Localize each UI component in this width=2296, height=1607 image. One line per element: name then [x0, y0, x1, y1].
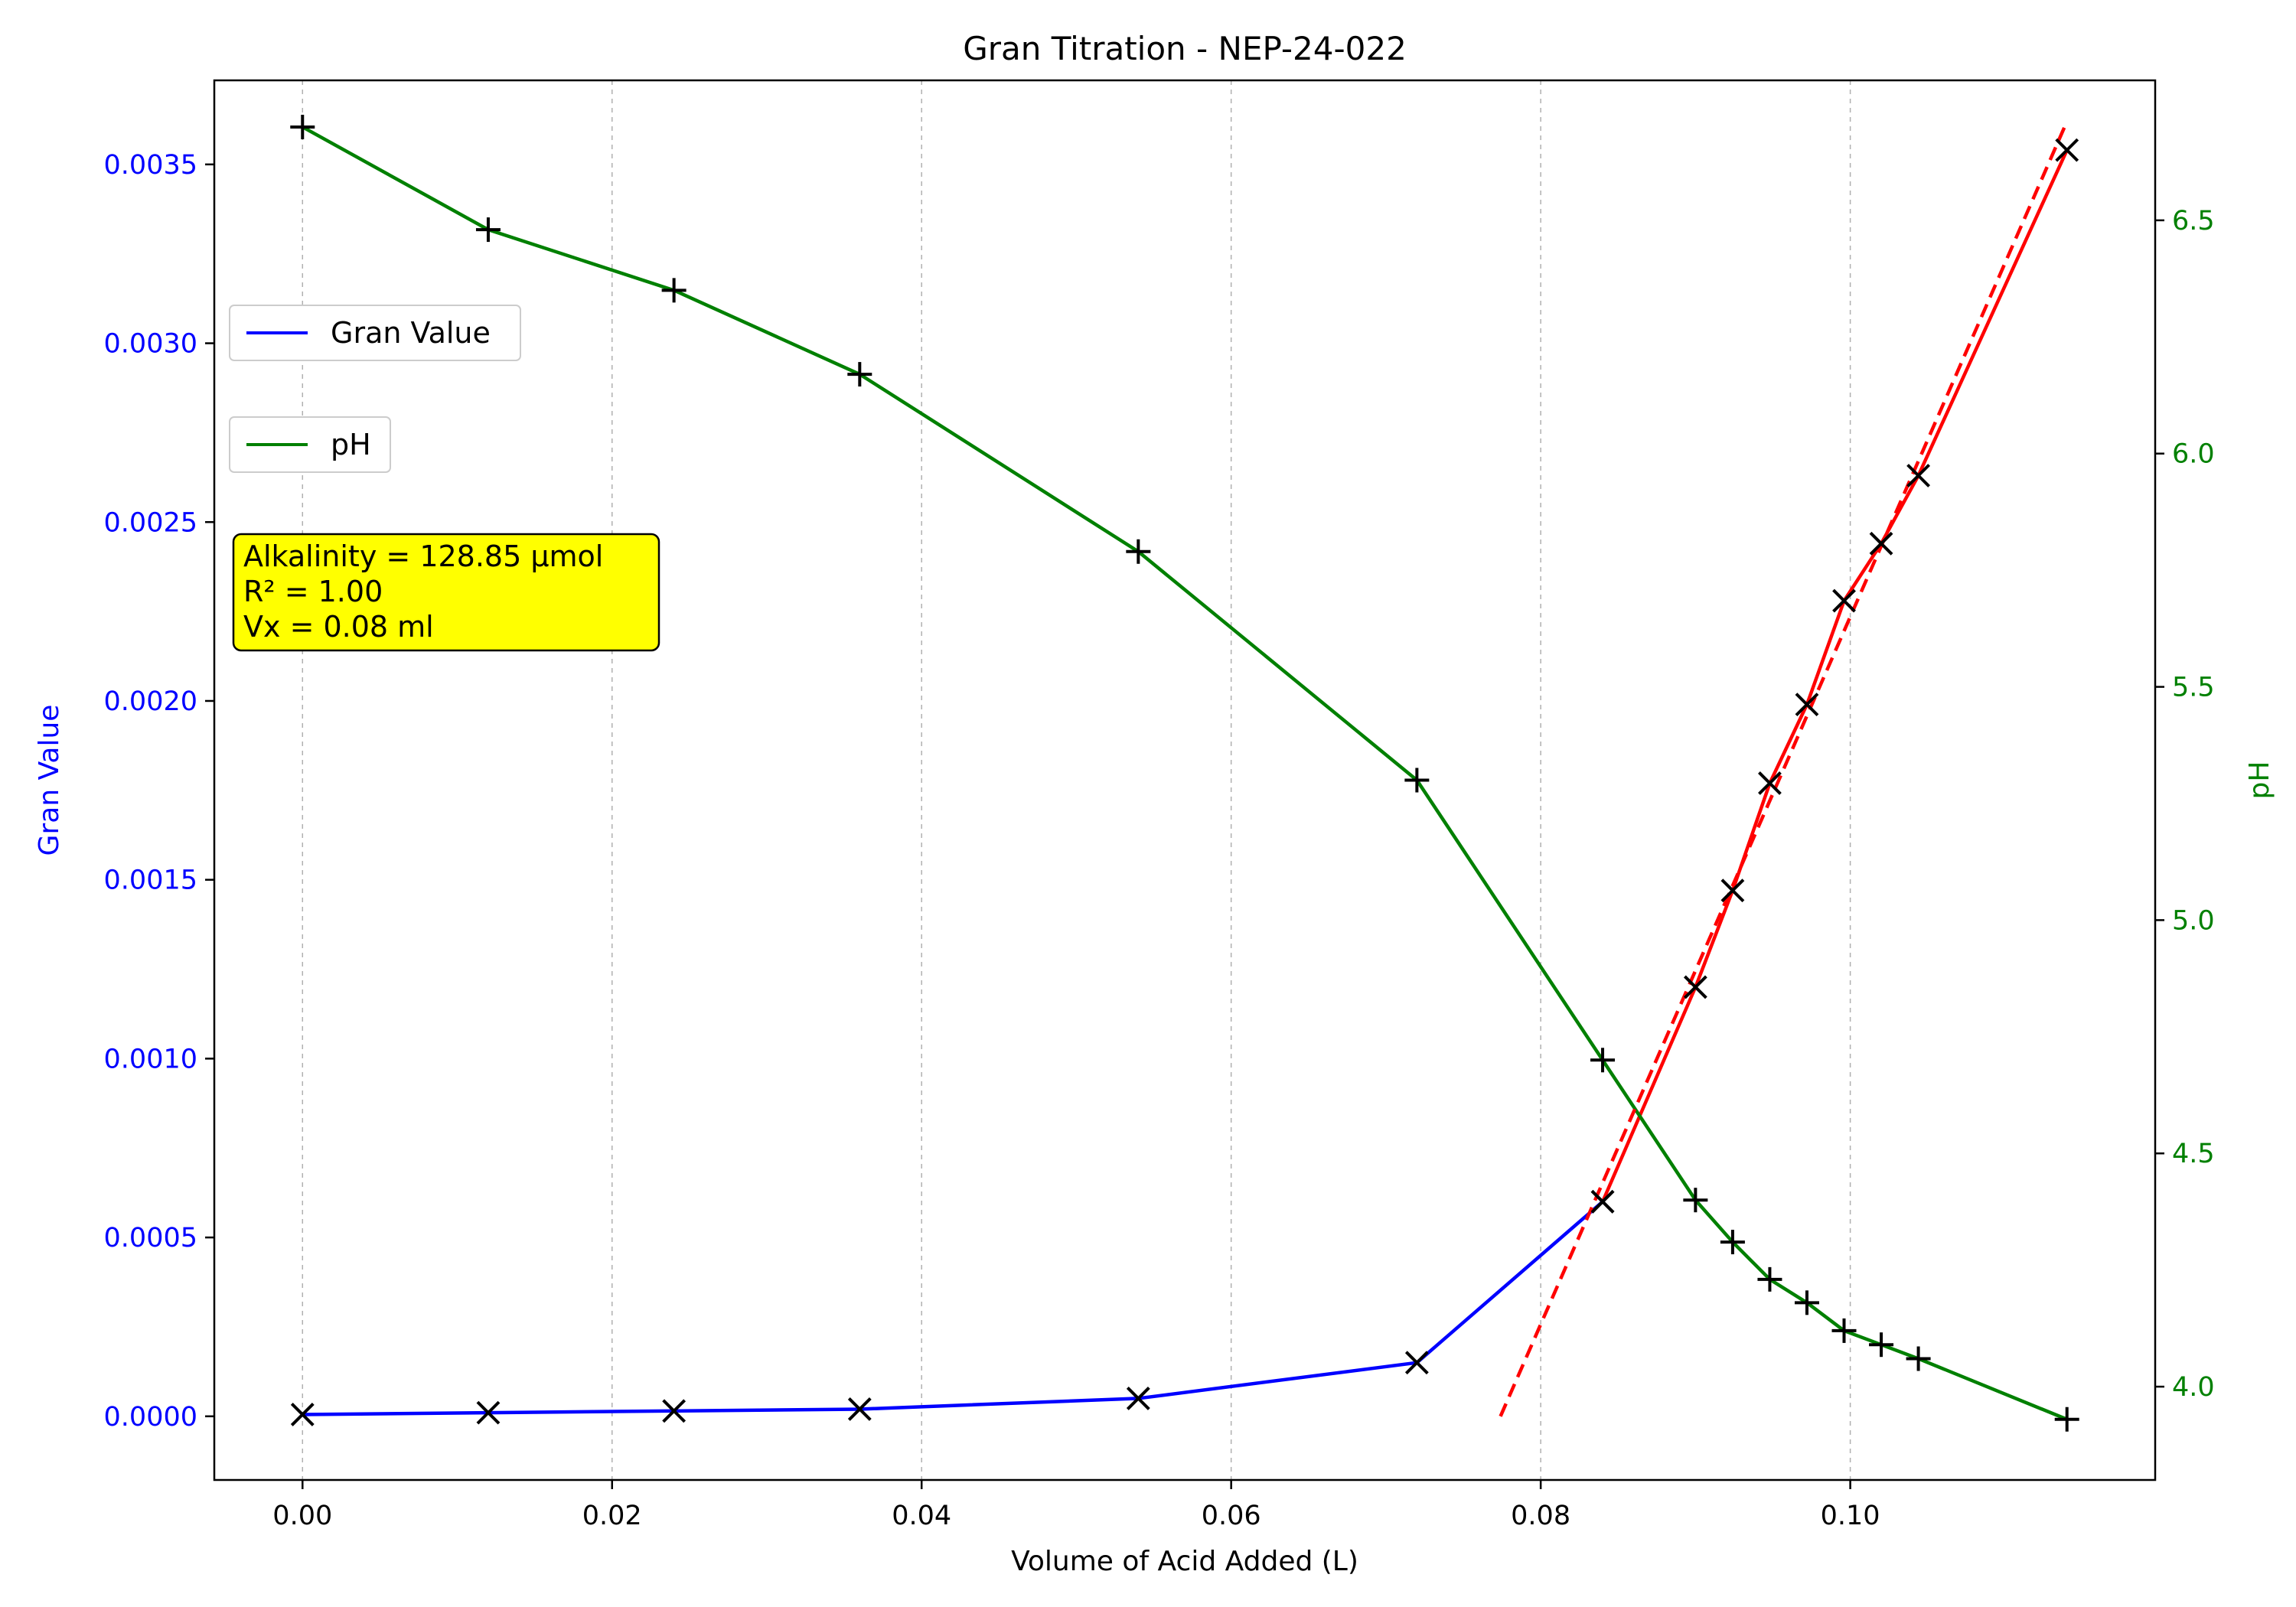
gran-point-marker: [1590, 1189, 1615, 1214]
legend-box: [229, 305, 521, 361]
marker-stroke: [476, 1400, 501, 1425]
marker-stroke: [1795, 693, 1819, 717]
x-axis-title: Volume of Acid Added (L): [1011, 1546, 1358, 1577]
axis-layer: 0.00 0.02 0.04 0.06 0.08 0.10 0.0000 0.0005 0.00…: [104, 150, 2215, 1531]
marker-stroke: [662, 1399, 687, 1423]
ph-point-marker: [475, 217, 501, 243]
linear-fit-line: [1499, 120, 2069, 1417]
x-tick-label: 0.08: [1511, 1501, 1570, 1531]
legend-ph: pH: [229, 416, 391, 473]
marker-stroke: [1126, 1387, 1150, 1410]
marker-stroke: [1758, 771, 1782, 795]
legend-label-gran-value: Gran Value: [331, 316, 491, 350]
y-left-tick-label: 0.0020: [104, 686, 197, 717]
x-tick-label: 0.06: [1202, 1501, 1261, 1531]
annotation-vx: Vx = 0.08 ml: [243, 610, 434, 644]
series-layer: [290, 114, 2079, 1432]
marker-stroke: [847, 1397, 872, 1421]
gran-point-marker: [1795, 693, 1819, 717]
ph-point-marker: [1590, 1048, 1616, 1073]
series-line-gran-region-1: [1600, 149, 2069, 1203]
y-left-tick-label: 0.0015: [104, 865, 197, 896]
gran-point-marker: [1126, 1387, 1150, 1410]
gran-point-marker: [662, 1399, 687, 1423]
y-right-tick-label: 4.0: [2172, 1372, 2215, 1403]
y-left-tick-label: 0.0005: [104, 1223, 197, 1253]
ph-point-marker: [1869, 1332, 1894, 1358]
x-tick-label: 0.10: [1821, 1501, 1880, 1531]
y-left-tick-label: 0.0010: [104, 1044, 197, 1074]
series-line-ph: [302, 125, 2068, 1421]
ph-point-marker: [1683, 1188, 1708, 1213]
y-left-tick-label: 0.0025: [104, 507, 197, 538]
y-right-axis-title: pH: [2244, 761, 2275, 800]
ph-point-marker: [2054, 1407, 2079, 1432]
ph-point-marker: [1906, 1346, 1931, 1371]
chart-title: Gran Titration - NEP-24-022: [963, 30, 1407, 67]
ph-point-marker: [1720, 1230, 1745, 1255]
y-left-tick-label: 0.0000: [104, 1402, 197, 1433]
marker-stroke: [1404, 1351, 1429, 1375]
annotation-background: [232, 533, 660, 652]
y-left-tick-label: 0.0030: [104, 329, 197, 360]
marker-stroke: [1906, 464, 1930, 487]
marker-stroke: [1590, 1189, 1615, 1214]
gran-point-marker: [1869, 531, 1893, 556]
legend-gran-value: Gran Value: [229, 305, 521, 361]
y-right-tick-label: 6.0: [2172, 439, 2215, 470]
ph-point-marker: [1757, 1266, 1782, 1292]
gran-point-marker: [1720, 878, 1745, 903]
ph-point-marker: [1831, 1318, 1857, 1343]
grid-layer: [302, 80, 1851, 1480]
gran-point-marker: [847, 1397, 872, 1421]
ph-point-marker: [1794, 1290, 1819, 1315]
y-left-axis-title: Gran Value: [34, 705, 65, 856]
gran-point-marker: [1404, 1351, 1429, 1375]
ph-point-marker: [847, 362, 872, 387]
marker-stroke: [1683, 975, 1707, 999]
annotation-alkalinity: Alkalinity = 128.85 µmol: [243, 539, 603, 573]
legend-box: [229, 416, 391, 473]
series-line-gran-value: [302, 1200, 1604, 1416]
y-right-tick-label: 6.5: [2172, 206, 2215, 236]
x-tick-label: 0.00: [272, 1501, 332, 1531]
gran-point-marker: [1758, 771, 1782, 795]
gran-point-marker: [476, 1400, 501, 1425]
marker-stroke: [290, 1403, 315, 1426]
marker-stroke: [1869, 531, 1893, 556]
annotation-r-squared: R² = 1.00: [243, 575, 383, 608]
plot-area-frame: [213, 79, 2157, 1482]
y-right-tick-label: 5.0: [2172, 905, 2215, 936]
alkalinity-annotation-box: Alkalinity = 128.85 µmol R² = 1.00 Vx = …: [232, 533, 660, 652]
gran-point-marker: [290, 1403, 315, 1426]
x-tick-label: 0.04: [892, 1501, 951, 1531]
gran-point-marker: [1683, 975, 1707, 999]
ph-point-marker: [290, 114, 315, 139]
gran-point-marker: [1906, 464, 1930, 487]
gran-point-marker: [2055, 138, 2079, 162]
y-right-tick-label: 5.5: [2172, 673, 2215, 703]
ph-point-marker: [661, 278, 687, 303]
marker-stroke: [2055, 138, 2079, 162]
ph-point-marker: [1126, 539, 1151, 564]
marker-stroke: [1720, 878, 1745, 903]
x-tick-label: 0.02: [582, 1501, 642, 1531]
marker-stroke: [1832, 588, 1856, 613]
gran-point-marker: [1832, 588, 1856, 613]
legend-label-ph: pH: [331, 428, 371, 461]
y-right-tick-label: 4.5: [2172, 1139, 2215, 1169]
y-left-tick-label: 0.0035: [104, 150, 197, 181]
ph-point-marker: [1404, 768, 1430, 793]
